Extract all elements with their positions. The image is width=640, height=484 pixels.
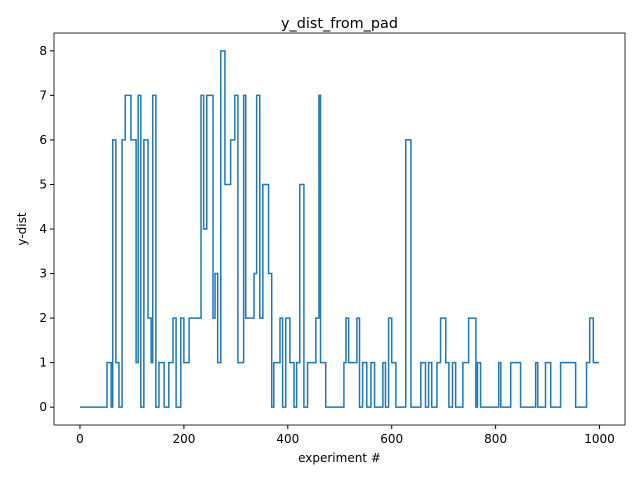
x-tick-label: 200 bbox=[172, 432, 195, 446]
y-tick-label: 6 bbox=[39, 133, 47, 147]
x-tick-label: 600 bbox=[380, 432, 403, 446]
data-line bbox=[79, 50, 600, 408]
chart-title: y_dist_from_pad bbox=[281, 16, 398, 32]
plot-frame bbox=[53, 32, 626, 426]
y-axis-label: y-dist bbox=[15, 212, 29, 245]
x-tick-label: 800 bbox=[484, 432, 507, 446]
y-tick-label: 4 bbox=[39, 222, 47, 236]
y-tick-label: 7 bbox=[39, 88, 47, 102]
x-tick-label: 400 bbox=[276, 432, 299, 446]
y-tick-label: 0 bbox=[39, 400, 47, 414]
x-axis-label: experiment # bbox=[298, 451, 381, 465]
x-tick-label: 1000 bbox=[584, 432, 615, 446]
y-tick-label: 3 bbox=[39, 267, 47, 281]
y-tick-label: 5 bbox=[39, 177, 47, 191]
y-tick-label: 2 bbox=[39, 311, 47, 325]
y-tick-label: 8 bbox=[39, 44, 47, 58]
x-tick-label: 0 bbox=[76, 432, 84, 446]
y-tick-label: 1 bbox=[39, 356, 47, 370]
